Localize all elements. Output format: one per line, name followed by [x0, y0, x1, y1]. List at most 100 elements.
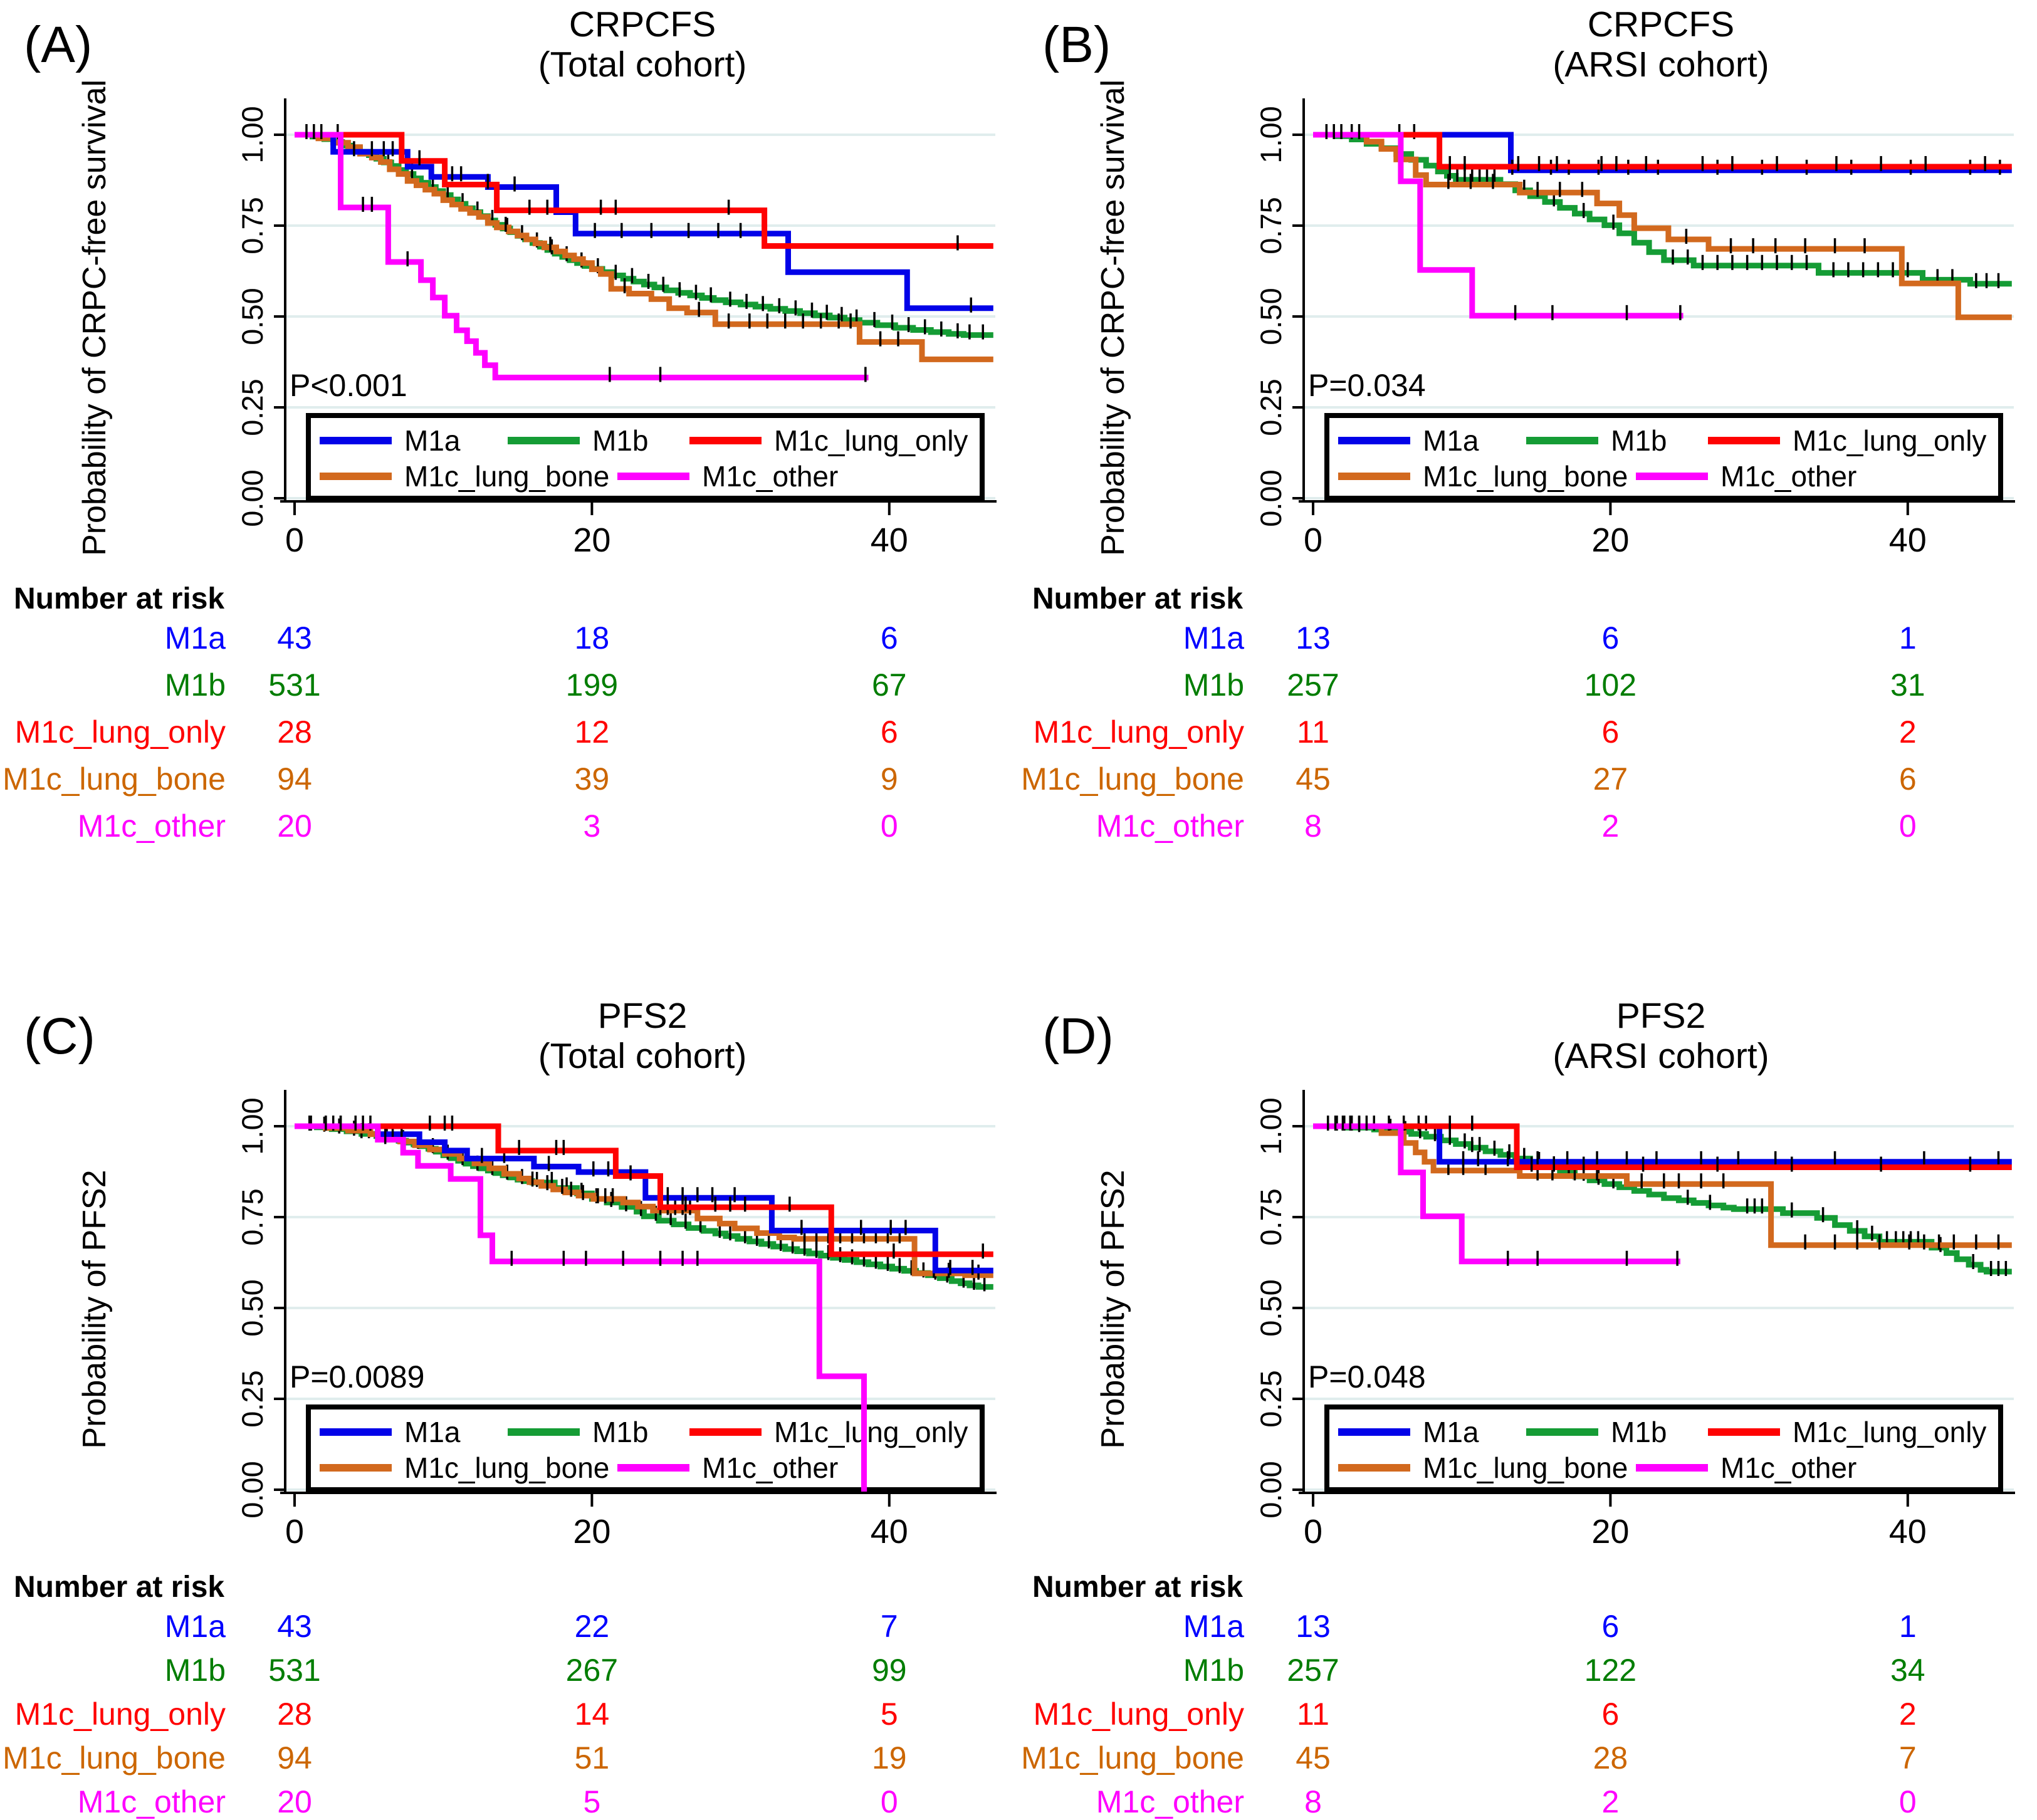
panel-c-pfs2-total: (C) PFS2 (Total cohort) Probability of P… — [0, 910, 1018, 1820]
p-value: P=0.034 — [1308, 368, 1426, 403]
risk-value: 7 — [881, 1609, 898, 1644]
legend: M1a M1b M1c_lung_only M1c_lung_bone M1c_othe… — [306, 1404, 985, 1492]
risk-label-M1c_lung_bone: M1c_lung_bone — [1021, 1740, 1244, 1776]
risk-label-M1a: M1a — [165, 1609, 226, 1644]
y-tick-label: 0.25 — [1254, 379, 1287, 436]
legend-label-M1a: M1a — [404, 424, 461, 457]
panel-b-crpcfs-arsi: (B) CRPCFS (ARSI cohort) Probability of … — [1018, 0, 2037, 910]
risk-value: 31 — [1890, 667, 1925, 703]
panel-subtitle: (ARSI cohort) — [1553, 1036, 1769, 1076]
panel-title: CRPCFS — [1587, 4, 1735, 44]
legend-box — [1324, 413, 2003, 501]
risk-value: 2 — [1899, 714, 1917, 750]
legend-label-M1c_lung_only: M1c_lung_only — [1793, 1416, 1986, 1448]
legend-label-M1c_lung_only: M1c_lung_only — [1793, 424, 1986, 457]
risk-value: 0 — [1899, 808, 1917, 844]
risk-value: 67 — [872, 667, 907, 703]
number-at-risk-table: M1a 13 6 1 M1b 257 102 31 M1c_lung_only 11 6 2 M1c_l… — [1021, 620, 1925, 844]
risk-label-M1c_lung_bone: M1c_lung_bone — [1021, 761, 1244, 797]
legend: M1a M1b M1c_lung_only M1c_lung_bone M1c_othe… — [1324, 1404, 2003, 1492]
risk-label-M1c_lung_only: M1c_lung_only — [15, 714, 226, 750]
risk-value: 9 — [881, 761, 898, 797]
km-curve-M1c_other — [1313, 1123, 1680, 1265]
number-at-risk-table: M1a 43 18 6 M1b 531 199 67 M1c_lung_only 28 12 6 M1c… — [3, 620, 906, 844]
y-tick-label: 1.00 — [1254, 106, 1287, 163]
panel-d-pfs2-arsi: (D) PFS2 (ARSI cohort) Probability of PF… — [1018, 910, 2037, 1820]
risk-value: 8 — [1304, 1784, 1322, 1819]
panel-a-crpcfs-total: (A) CRPCFS (Total cohort) Probability of… — [0, 0, 1018, 910]
risk-value: 43 — [277, 1609, 312, 1644]
risk-value: 8 — [1304, 808, 1322, 844]
legend-label-M1b: M1b — [1611, 424, 1667, 457]
y-tick-label: 1.00 — [236, 1097, 269, 1154]
risk-value: 1 — [1899, 620, 1917, 656]
km-plot-D: M1a M1b M1c_lung_only M1c_lung_bone M1c_othe… — [1021, 1090, 2015, 1819]
risk-value: 257 — [1287, 667, 1339, 703]
km-curve-M1c_lung_bone — [295, 132, 993, 362]
panel-letter: (A) — [24, 16, 93, 73]
risk-value: 22 — [575, 1609, 610, 1644]
legend-label-M1a: M1a — [1423, 424, 1479, 457]
risk-value: 14 — [575, 1697, 610, 1732]
risk-value: 94 — [277, 761, 312, 797]
panel-subtitle: (ARSI cohort) — [1553, 44, 1769, 85]
risk-value: 45 — [1296, 761, 1331, 797]
risk-value: 20 — [277, 808, 312, 844]
risk-value: 12 — [575, 714, 610, 750]
p-value: P=0.0089 — [290, 1359, 425, 1394]
risk-value: 27 — [1593, 761, 1628, 797]
risk-label-M1c_lung_only: M1c_lung_only — [1034, 714, 1244, 750]
censor-ticks-M1c_lung_bone — [505, 216, 899, 347]
y-tick-label: 1.00 — [1254, 1097, 1287, 1154]
risk-value: 20 — [277, 1784, 312, 1819]
risk-value: 6 — [1601, 1609, 1619, 1644]
risk-label-M1b: M1b — [165, 667, 226, 703]
legend-label-M1c_lung_bone: M1c_lung_bone — [404, 1451, 609, 1484]
legend-label-M1c_lung_bone: M1c_lung_bone — [404, 460, 609, 493]
censor-ticks-M1a — [353, 141, 973, 313]
x-tick-label: 40 — [871, 1513, 908, 1551]
km-curve-M1c_lung_only — [1313, 1123, 2012, 1170]
x-tick-label: 20 — [1591, 1513, 1629, 1551]
risk-value: 43 — [277, 620, 312, 656]
risk-value: 267 — [566, 1653, 618, 1688]
y-tick-label: 0.25 — [1254, 1370, 1287, 1427]
risk-value: 13 — [1296, 620, 1331, 656]
km-curve-M1c_other — [295, 1123, 867, 1492]
legend: M1a M1b M1c_lung_only M1c_lung_bone M1c_othe… — [1324, 413, 2003, 501]
risk-label-M1c_other: M1c_other — [1096, 1784, 1244, 1819]
y-tick-label: 0.25 — [236, 379, 269, 436]
panel-subtitle: (Total cohort) — [538, 1036, 747, 1076]
risk-value: 6 — [1601, 620, 1619, 656]
km-curve-M1c_lung_bone — [1313, 1123, 2012, 1248]
legend-label-M1c_other: M1c_other — [702, 460, 838, 493]
legend-label-M1b: M1b — [592, 1416, 648, 1448]
y-tick-label: 0.00 — [1254, 1461, 1287, 1518]
legend-box — [306, 1404, 985, 1492]
risk-value: 2 — [1899, 1697, 1917, 1732]
risk-label-M1c_other: M1c_other — [78, 1784, 226, 1819]
legend: M1a M1b M1c_lung_only M1c_lung_bone M1c_othe… — [306, 413, 985, 501]
risk-value: 39 — [575, 761, 610, 797]
risk-value: 6 — [881, 714, 898, 750]
risk-value: 122 — [1584, 1653, 1636, 1688]
x-tick-label: 40 — [871, 521, 908, 559]
risk-label-M1a: M1a — [1183, 1609, 1244, 1644]
p-value: P=0.048 — [1308, 1359, 1426, 1394]
x-tick-label: 20 — [1591, 521, 1629, 559]
y-tick-label: 0.50 — [236, 288, 269, 345]
censor-ticks-M1c_other — [305, 124, 867, 382]
risk-label-M1c_lung_only: M1c_lung_only — [1034, 1697, 1244, 1732]
risk-value: 0 — [1899, 1784, 1917, 1819]
panel-title: PFS2 — [1616, 996, 1706, 1036]
y-tick-label: 0.25 — [236, 1370, 269, 1427]
y-tick-label: 0.50 — [1254, 288, 1287, 345]
y-tick-label: 0.00 — [236, 1461, 269, 1518]
risk-value: 28 — [277, 1697, 312, 1732]
legend-label-M1b: M1b — [1611, 1416, 1667, 1448]
legend-box — [306, 413, 985, 501]
risk-label-M1b: M1b — [1183, 667, 1244, 703]
legend-box — [1324, 1404, 2003, 1492]
km-curve-M1c_lung_only — [295, 132, 993, 249]
km-curve-M1c_other — [1313, 132, 1684, 319]
